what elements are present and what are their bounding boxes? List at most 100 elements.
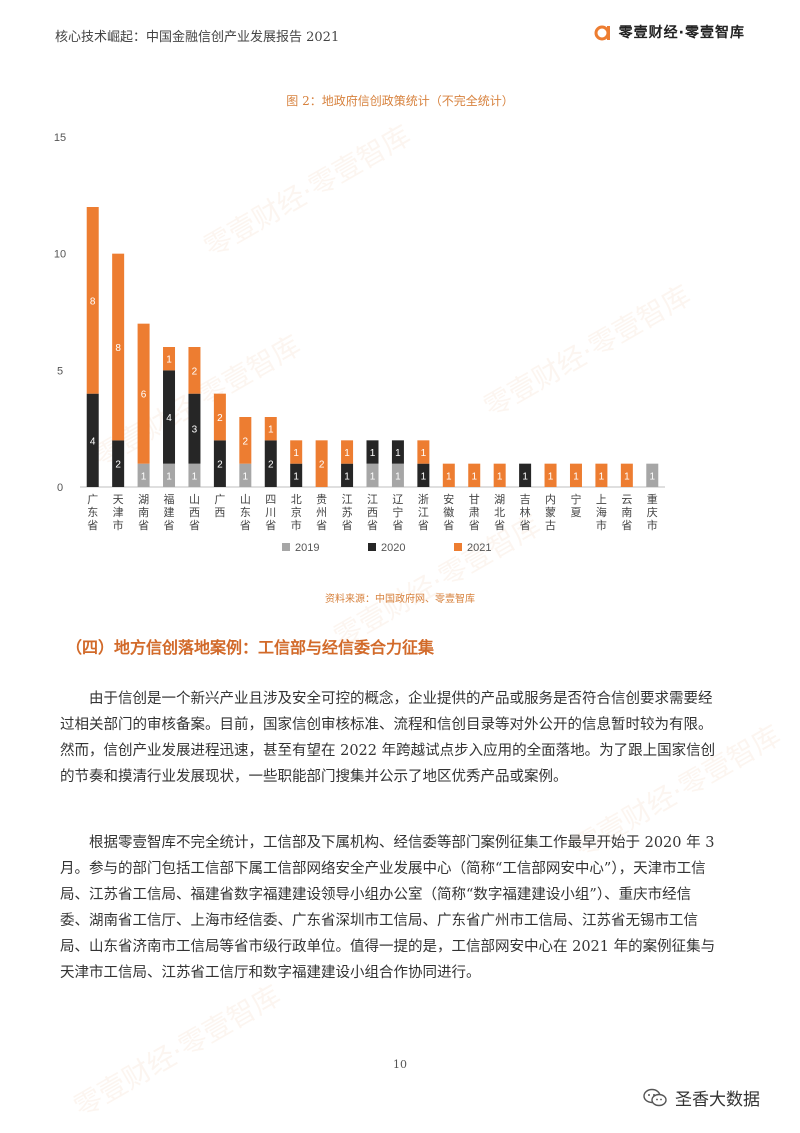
report-title: 核心技术崛起：中国金融信创产业发展报告 2021: [55, 30, 340, 45]
category-label: 南: [138, 506, 149, 519]
bar-segment: [239, 417, 252, 464]
data-label: 2: [192, 366, 198, 377]
bar-segment: [569, 463, 582, 487]
bar-segment: [86, 207, 99, 394]
bar-segment: [213, 440, 226, 487]
category-label: 海: [596, 505, 607, 519]
data-label: 2: [217, 413, 223, 424]
data-label: 1: [370, 448, 376, 459]
category-label: 湖: [494, 493, 505, 506]
bar-segment: [290, 463, 303, 487]
category-label: 西: [214, 506, 225, 519]
data-label: 2: [217, 460, 223, 471]
bar-segment: [213, 393, 226, 441]
category-label: 福: [164, 492, 175, 506]
category-label: 徽: [443, 505, 454, 519]
bar-segment: [468, 463, 481, 487]
data-label: 2: [319, 460, 325, 471]
data-label: 3: [192, 425, 198, 436]
category-label: 云: [621, 493, 632, 506]
bar-segment: [163, 370, 176, 464]
category-label: 江: [367, 493, 378, 506]
legend-swatch: [454, 543, 462, 551]
page-number: 10: [393, 1058, 407, 1071]
category-label: 省: [443, 519, 454, 532]
category-label: 省: [138, 519, 149, 532]
data-label: 1: [421, 448, 427, 459]
paragraph-1: 由于信创是一个新兴产业且涉及安全可控的概念，企业提供的产品或服务是否符合信创要求…: [60, 691, 716, 785]
category-label: 省: [367, 519, 378, 532]
legend-label: 2021: [467, 542, 491, 554]
paragraph-2: 根据零壹智库不完全统计，工信部及下属机构、经信委等部门案例征集工作最早开始于 2…: [60, 835, 716, 981]
category-label: 省: [265, 519, 276, 532]
brand-name: 零壹财经·零壹智库: [618, 25, 745, 41]
data-label: 1: [293, 471, 299, 482]
data-label: 1: [395, 471, 401, 482]
watermark-text: 零壹财经·零壹智库: [68, 978, 287, 1124]
category-label: 上: [596, 493, 607, 506]
category-label: 市: [596, 518, 607, 532]
data-label: 1: [421, 471, 427, 482]
category-label: 省: [316, 519, 327, 532]
category-label: 建: [164, 505, 175, 519]
category-label: 蒙: [545, 506, 556, 519]
bar-segment: [366, 463, 379, 487]
data-label: 1: [344, 448, 350, 459]
bar-segment: [264, 440, 277, 487]
bar-segment: [341, 440, 354, 464]
category-label: 江: [418, 506, 429, 519]
category-label: 庆: [647, 505, 658, 519]
category-label: 甘: [469, 493, 480, 506]
figure-title: 图 2：地政府信创政策统计（不完全统计）: [286, 94, 514, 108]
bar-segment: [290, 440, 303, 464]
data-label: 1: [573, 471, 579, 482]
figure-source: 资料来源：中国政府网、零壹智库: [325, 594, 475, 605]
data-label: 1: [192, 471, 198, 482]
category-label: 北: [494, 506, 505, 519]
legend-swatch: [368, 543, 376, 551]
data-label: 1: [471, 471, 477, 482]
category-label: 省: [494, 519, 505, 532]
category-label: 夏: [570, 506, 581, 519]
data-label: 1: [548, 471, 554, 482]
category-label: 省: [621, 519, 632, 532]
category-label: 省: [392, 519, 403, 532]
bar-segment: [366, 440, 379, 464]
wechat-account-name: 圣香大数据: [675, 1090, 760, 1110]
category-label: 林: [520, 505, 531, 519]
category-label: 肃: [469, 506, 480, 519]
category-label: 省: [164, 519, 175, 532]
data-label: 4: [166, 413, 172, 424]
data-label: 1: [344, 471, 350, 482]
category-label: 贵: [316, 493, 327, 506]
data-label: 1: [446, 471, 452, 482]
data-label: 1: [243, 471, 249, 482]
bar-segment: [112, 253, 125, 441]
data-label: 6: [141, 390, 147, 401]
data-label: 1: [141, 471, 147, 482]
data-label: 1: [522, 471, 528, 482]
bar-segment: [646, 463, 659, 487]
category-label: 省: [418, 519, 429, 532]
category-label: 安: [443, 492, 454, 506]
data-label: 1: [166, 355, 172, 366]
category-label: 州: [316, 506, 327, 519]
bar-segment: [239, 463, 252, 487]
category-label: 辽: [392, 493, 403, 506]
bar-segment: [595, 463, 608, 487]
category-label: 市: [113, 518, 124, 532]
data-label: 1: [370, 471, 376, 482]
data-label: 4: [90, 436, 96, 447]
page-header: 核心技术崛起：中国金融信创产业发展报告 2021 零壹财经·零壹智库: [55, 18, 745, 48]
legend-label: 2019: [295, 542, 319, 554]
category-label: 吉: [520, 493, 531, 506]
data-label: 1: [395, 448, 401, 459]
legend-swatch: [282, 543, 290, 551]
data-label: 8: [115, 343, 121, 354]
category-label: 西: [367, 506, 378, 519]
bar-segment: [493, 463, 506, 487]
category-label: 宁: [570, 492, 581, 506]
category-label: 内: [545, 492, 556, 506]
category-label: 东: [240, 506, 251, 519]
category-label: 广: [214, 493, 225, 506]
